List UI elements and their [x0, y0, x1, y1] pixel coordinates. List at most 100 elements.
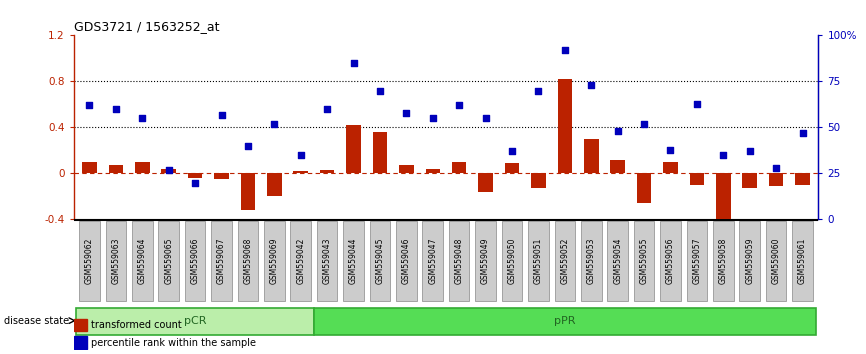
Bar [452, 162, 467, 173]
Text: GSM559047: GSM559047 [429, 238, 437, 284]
Point [637, 121, 651, 127]
Point [215, 112, 229, 118]
Text: GSM559048: GSM559048 [455, 238, 463, 284]
Bar [135, 162, 150, 173]
FancyBboxPatch shape [423, 221, 443, 301]
Text: pPR: pPR [554, 316, 576, 326]
FancyBboxPatch shape [740, 221, 760, 301]
Bar [346, 125, 361, 173]
Point [399, 110, 413, 115]
FancyBboxPatch shape [634, 221, 655, 301]
Point [716, 152, 730, 158]
Text: GSM559055: GSM559055 [640, 238, 649, 284]
FancyBboxPatch shape [76, 308, 314, 335]
FancyBboxPatch shape [79, 221, 100, 301]
Text: GSM559044: GSM559044 [349, 238, 358, 284]
Text: GSM559054: GSM559054 [613, 238, 622, 284]
FancyBboxPatch shape [184, 221, 205, 301]
Point [346, 60, 360, 66]
Bar [584, 139, 598, 173]
Text: disease state: disease state [4, 316, 69, 326]
FancyBboxPatch shape [687, 221, 708, 301]
FancyBboxPatch shape [554, 221, 575, 301]
Point [505, 149, 519, 154]
Bar [74, 336, 87, 349]
Text: GSM559049: GSM559049 [481, 238, 490, 284]
Point [479, 115, 493, 121]
Text: GSM559058: GSM559058 [719, 238, 727, 284]
Point [268, 121, 281, 127]
Point [796, 130, 810, 136]
Text: pCR: pCR [184, 316, 206, 326]
FancyBboxPatch shape [158, 221, 179, 301]
Bar [478, 173, 493, 192]
FancyBboxPatch shape [343, 221, 364, 301]
FancyBboxPatch shape [581, 221, 602, 301]
FancyBboxPatch shape [317, 221, 338, 301]
Bar [425, 169, 440, 173]
Bar [372, 132, 387, 173]
Point [532, 88, 546, 93]
Text: GSM559060: GSM559060 [772, 238, 780, 284]
Point [611, 128, 624, 134]
Bar [320, 170, 334, 173]
Bar [795, 173, 810, 185]
Bar [74, 319, 87, 331]
Text: GSM559068: GSM559068 [243, 238, 252, 284]
Bar [188, 173, 203, 178]
Bar [663, 162, 678, 173]
Bar [769, 173, 784, 186]
Text: percentile rank within the sample: percentile rank within the sample [91, 338, 256, 348]
Bar [531, 173, 546, 188]
FancyBboxPatch shape [792, 221, 813, 301]
FancyBboxPatch shape [290, 221, 311, 301]
Text: GSM559042: GSM559042 [296, 238, 305, 284]
Point [743, 149, 757, 154]
Bar [399, 165, 414, 173]
FancyBboxPatch shape [660, 221, 681, 301]
Bar [82, 162, 97, 173]
FancyBboxPatch shape [528, 221, 549, 301]
FancyBboxPatch shape [475, 221, 496, 301]
FancyBboxPatch shape [106, 221, 126, 301]
Point [241, 143, 255, 149]
Text: transformed count: transformed count [91, 320, 182, 330]
Text: GSM559043: GSM559043 [323, 238, 332, 284]
Text: GSM559050: GSM559050 [507, 238, 516, 284]
FancyBboxPatch shape [237, 221, 258, 301]
FancyBboxPatch shape [211, 221, 232, 301]
Point [690, 101, 704, 106]
FancyBboxPatch shape [264, 221, 285, 301]
Bar [742, 173, 757, 188]
Text: GSM559066: GSM559066 [191, 238, 199, 284]
Bar [214, 173, 229, 179]
Text: GSM559069: GSM559069 [270, 238, 279, 284]
Text: GSM559067: GSM559067 [217, 238, 226, 284]
Bar [689, 173, 704, 185]
Text: GSM559053: GSM559053 [587, 238, 596, 284]
Point [373, 88, 387, 93]
Point [452, 103, 466, 108]
Point [109, 106, 123, 112]
Point [82, 103, 96, 108]
Text: GSM559051: GSM559051 [534, 238, 543, 284]
FancyBboxPatch shape [449, 221, 469, 301]
Bar [611, 160, 625, 173]
Point [426, 115, 440, 121]
Text: GSM559062: GSM559062 [85, 238, 94, 284]
FancyBboxPatch shape [370, 221, 391, 301]
Point [769, 165, 783, 171]
Point [135, 115, 149, 121]
Text: GSM559046: GSM559046 [402, 238, 410, 284]
FancyBboxPatch shape [607, 221, 628, 301]
Point [320, 106, 334, 112]
Bar [267, 173, 281, 196]
Point [188, 180, 202, 185]
Text: GSM559057: GSM559057 [693, 238, 701, 284]
FancyBboxPatch shape [501, 221, 522, 301]
Bar [108, 165, 123, 173]
FancyBboxPatch shape [766, 221, 786, 301]
Text: GSM559061: GSM559061 [798, 238, 807, 284]
FancyBboxPatch shape [713, 221, 734, 301]
FancyBboxPatch shape [314, 308, 816, 335]
